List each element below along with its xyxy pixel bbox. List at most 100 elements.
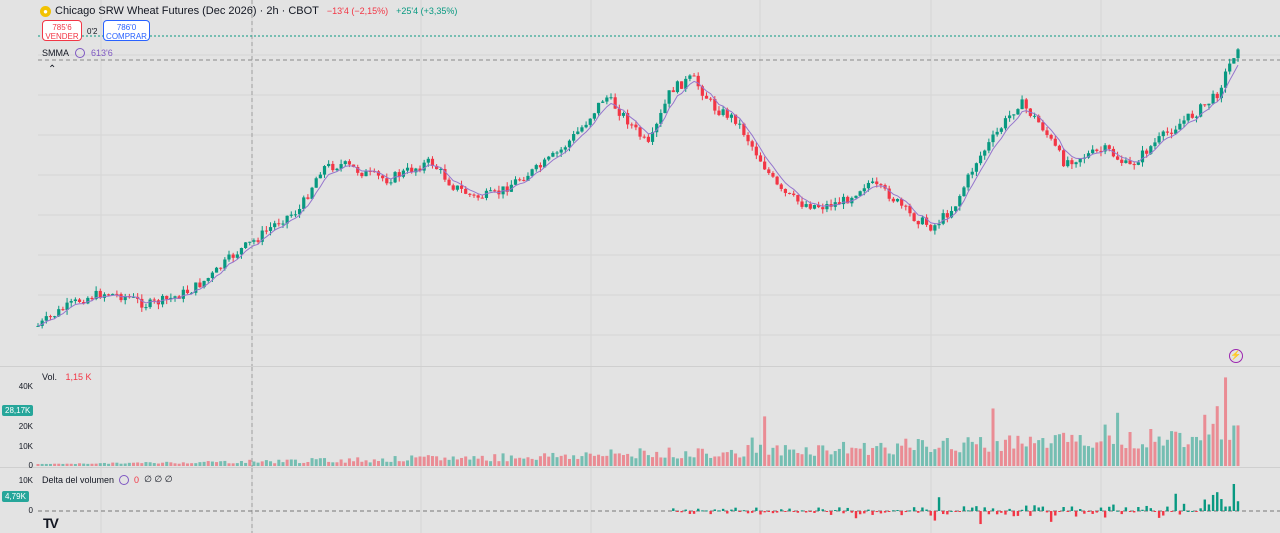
- volume-bar: [397, 461, 401, 466]
- volume-bar: [484, 460, 488, 466]
- volume-bar: [663, 457, 667, 466]
- volume-bar: [1182, 447, 1186, 466]
- volume-bar: [605, 455, 609, 466]
- volume-bar: [169, 462, 173, 466]
- volume-pane[interactable]: [0, 367, 1280, 467]
- volume-bar: [1140, 444, 1144, 466]
- volume-bar: [78, 463, 82, 466]
- candle-body: [447, 179, 451, 186]
- candle-body: [646, 136, 650, 142]
- volume-bar: [161, 462, 165, 466]
- candle-body: [875, 181, 879, 185]
- delta-bar: [809, 511, 812, 512]
- candle-body: [954, 206, 958, 211]
- candle-body: [293, 214, 298, 216]
- volume-bar: [1020, 443, 1024, 466]
- sell-label: VENDER: [45, 32, 79, 41]
- candle-body: [538, 165, 543, 168]
- price-chart-canvas[interactable]: [0, 0, 1280, 366]
- volume-bar: [460, 457, 464, 466]
- symbol-legend[interactable]: ● Chicago SRW Wheat Futures (Dec 2026) ·…: [40, 4, 457, 18]
- candle-body: [194, 282, 198, 293]
- volume-bar: [788, 449, 792, 466]
- candle-body: [1066, 160, 1070, 167]
- candle-body: [206, 278, 210, 281]
- candle-body: [1099, 150, 1103, 152]
- volume-bar: [1053, 435, 1057, 466]
- delta-chart-canvas[interactable]: [0, 468, 1280, 533]
- volume-bar: [763, 416, 767, 466]
- candle-body: [879, 184, 883, 186]
- candle-body: [1107, 145, 1111, 149]
- volume-bar: [493, 454, 497, 466]
- volume-bar: [866, 454, 870, 466]
- delta-bar: [676, 511, 679, 512]
- candle-body: [198, 282, 202, 288]
- smma-name: SMMA: [42, 48, 69, 58]
- volume-bar: [601, 456, 605, 466]
- volume-bar: [514, 458, 518, 466]
- candle-body: [522, 179, 526, 181]
- delta-bar: [730, 509, 733, 511]
- delta-bar: [900, 511, 903, 516]
- volume-bar: [916, 439, 920, 466]
- candle-body: [106, 294, 111, 296]
- volume-bar: [1087, 446, 1091, 466]
- delta-bar: [726, 511, 729, 514]
- collapse-legend-chevron-icon[interactable]: ⌃: [48, 64, 57, 75]
- candle-body: [584, 124, 588, 128]
- buy-button[interactable]: 786'0 COMPRAR: [103, 20, 150, 41]
- delta-bar: [692, 511, 696, 514]
- volume-bar: [256, 462, 260, 466]
- buy-label: COMPRAR: [106, 32, 147, 41]
- delta-legend[interactable]: Delta del volumen 0 ∅ ∅ ∅: [42, 474, 173, 485]
- sell-button[interactable]: 785'6 VENDER: [42, 20, 82, 41]
- price-pane[interactable]: [0, 0, 1280, 366]
- candle-body: [796, 195, 800, 202]
- delta-bar: [850, 511, 854, 513]
- smma-legend[interactable]: SMMA 613'6: [42, 48, 113, 58]
- volume-legend[interactable]: Vol. 1,15 K: [42, 372, 92, 382]
- lightning-icon[interactable]: ⚡: [1229, 349, 1243, 363]
- candle-body: [289, 214, 293, 216]
- volume-bar: [82, 463, 86, 466]
- volume-bar: [941, 440, 945, 466]
- volume-bar: [65, 463, 69, 466]
- delta-bar: [904, 511, 908, 513]
- volume-bar: [709, 457, 713, 466]
- volume-bar: [692, 457, 696, 466]
- volume-bar: [638, 448, 642, 466]
- candle-body: [173, 296, 177, 298]
- volume-bar: [592, 455, 596, 466]
- delta-bar: [684, 509, 687, 511]
- volume-bar: [1016, 435, 1020, 466]
- delta-bar: [1058, 511, 1061, 512]
- candle-body: [356, 167, 360, 173]
- volume-bar: [717, 456, 721, 466]
- candle-body: [704, 95, 709, 99]
- volume-bar: [842, 441, 846, 466]
- delta-bar: [1008, 508, 1011, 511]
- volume-bar: [1095, 442, 1099, 466]
- settings-icon[interactable]: [119, 474, 130, 485]
- candle-body: [152, 299, 156, 301]
- volume-bar: [991, 408, 995, 466]
- volume-bar: [933, 449, 937, 466]
- candle-body: [601, 101, 605, 103]
- volume-bar: [742, 456, 746, 466]
- volume-bar: [1207, 434, 1211, 466]
- volume-bar: [896, 443, 900, 466]
- volume-bar: [239, 461, 243, 466]
- volume-bar: [949, 449, 953, 466]
- volume-bar: [1045, 447, 1049, 466]
- volume-chart-canvas[interactable]: [0, 367, 1280, 467]
- candle-body: [214, 267, 219, 273]
- delta-extra: ∅ ∅ ∅: [144, 474, 173, 484]
- delta-bar: [838, 507, 841, 511]
- volume-bar: [1041, 438, 1045, 466]
- delta-volume-pane[interactable]: [0, 468, 1280, 533]
- volume-bar: [821, 445, 825, 466]
- candle-body: [800, 201, 804, 207]
- settings-icon[interactable]: [75, 48, 85, 58]
- candle-body: [945, 213, 949, 218]
